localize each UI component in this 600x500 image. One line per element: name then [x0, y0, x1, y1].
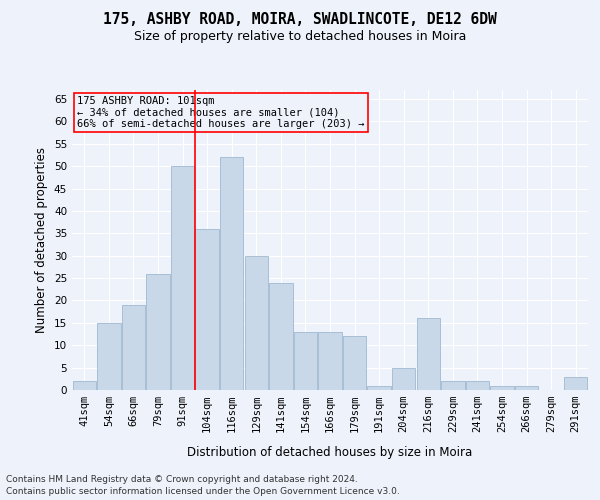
Bar [122, 305, 145, 390]
Y-axis label: Number of detached properties: Number of detached properties [35, 147, 49, 333]
Bar [564, 376, 587, 390]
Bar [171, 166, 194, 390]
Bar [245, 256, 268, 390]
Bar [392, 368, 415, 390]
Text: Contains HM Land Registry data © Crown copyright and database right 2024.: Contains HM Land Registry data © Crown c… [6, 476, 358, 484]
Bar [466, 381, 489, 390]
Bar [441, 381, 464, 390]
Bar [515, 386, 538, 390]
Text: 175, ASHBY ROAD, MOIRA, SWADLINCOTE, DE12 6DW: 175, ASHBY ROAD, MOIRA, SWADLINCOTE, DE1… [103, 12, 497, 28]
Text: Distribution of detached houses by size in Moira: Distribution of detached houses by size … [187, 446, 473, 459]
Bar [146, 274, 170, 390]
Bar [416, 318, 440, 390]
Bar [196, 229, 219, 390]
Bar [294, 332, 317, 390]
Bar [73, 381, 96, 390]
Bar [269, 282, 293, 390]
Bar [220, 157, 244, 390]
Bar [343, 336, 366, 390]
Bar [319, 332, 341, 390]
Bar [367, 386, 391, 390]
Text: 175 ASHBY ROAD: 101sqm
← 34% of detached houses are smaller (104)
66% of semi-de: 175 ASHBY ROAD: 101sqm ← 34% of detached… [77, 96, 365, 129]
Bar [97, 323, 121, 390]
Text: Size of property relative to detached houses in Moira: Size of property relative to detached ho… [134, 30, 466, 43]
Text: Contains public sector information licensed under the Open Government Licence v3: Contains public sector information licen… [6, 486, 400, 496]
Bar [490, 386, 514, 390]
